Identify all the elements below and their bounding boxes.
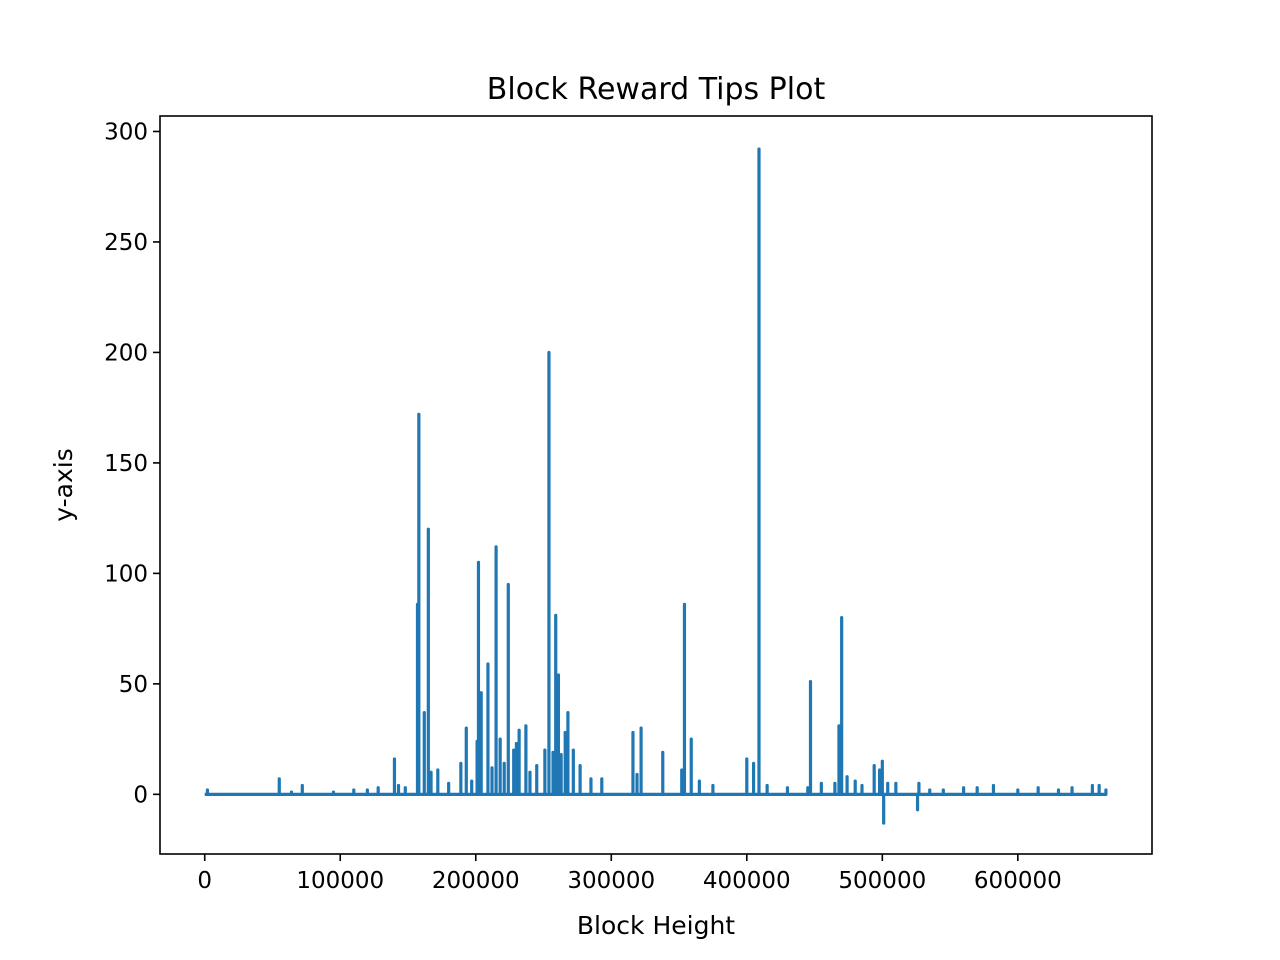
y-axis-label: y-axis bbox=[49, 448, 78, 521]
x-tick-label: 400000 bbox=[703, 868, 791, 894]
x-axis-label: Block Height bbox=[577, 911, 735, 940]
series-0 bbox=[204, 147, 1108, 825]
y-axis: 0 50 100 150 200 250 300 bbox=[104, 119, 160, 808]
y-tick-label: 100 bbox=[104, 561, 148, 587]
y-tick-label: 300 bbox=[104, 119, 148, 145]
x-tick-label: 300000 bbox=[567, 868, 655, 894]
y-tick-label: 150 bbox=[104, 451, 148, 477]
chart-title: Block Reward Tips Plot bbox=[487, 72, 826, 107]
y-tick-label: 250 bbox=[104, 230, 148, 256]
plot-frame bbox=[159, 115, 1153, 855]
y-tick-label: 50 bbox=[119, 672, 148, 698]
x-tick-label: 500000 bbox=[838, 868, 926, 894]
x-axis: 0 100000 200000 300000 400000 500000 600000 bbox=[197, 854, 1062, 894]
x-tick-label: 600000 bbox=[974, 868, 1062, 894]
plot-area bbox=[159, 115, 1153, 855]
series-layer bbox=[204, 147, 1108, 825]
x-tick-label: 0 bbox=[197, 868, 212, 894]
x-tick-label: 200000 bbox=[432, 868, 520, 894]
x-tick-label: 100000 bbox=[296, 868, 384, 894]
y-tick-label: 0 bbox=[133, 782, 148, 808]
y-tick-label: 200 bbox=[104, 340, 148, 366]
